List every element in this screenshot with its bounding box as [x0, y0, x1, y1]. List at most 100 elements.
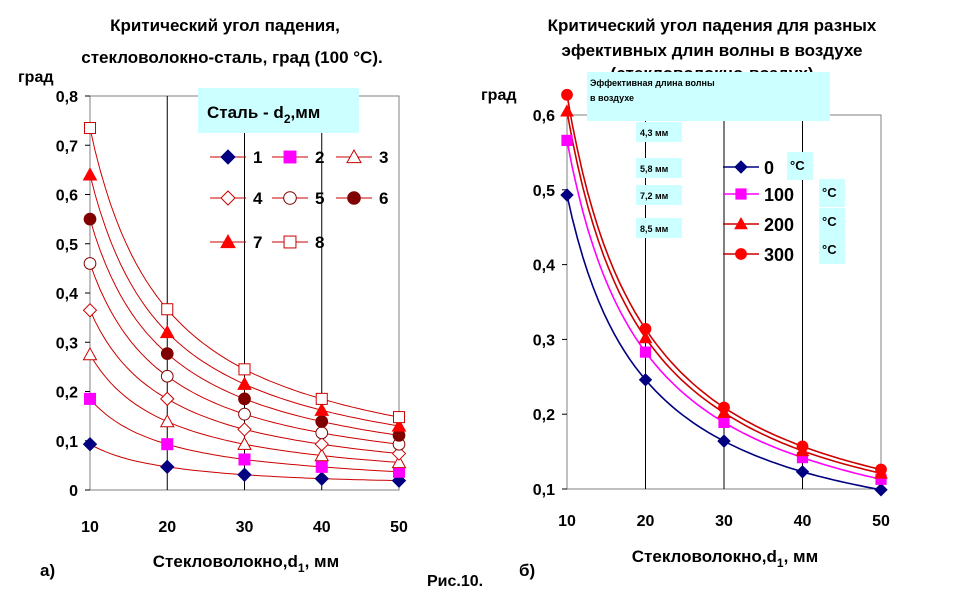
data-point-series-4	[391, 446, 407, 461]
chart-a-y-ticks: 0 0,1 0,2 0,3 0,4 0,5 0,6 0,7 0,8	[56, 89, 90, 500]
legend-label-5: 5	[315, 189, 324, 208]
data-point-series-100	[639, 346, 652, 358]
chart-b-ylabel: град	[481, 87, 517, 104]
data-point-series-7	[159, 324, 175, 339]
chart-b-annotation-box	[587, 72, 830, 121]
legend-marker-6	[347, 191, 361, 205]
x-tick-label: 30	[715, 513, 733, 530]
chart-a-title-line2: стекловолокно-сталь, град (100 °С).	[81, 48, 382, 67]
chart-a-markers	[82, 121, 407, 488]
legend-marker-200	[734, 216, 748, 230]
legend-label-200: 200	[764, 215, 794, 235]
legend-marker-0	[734, 160, 748, 174]
wavelength-label-box	[636, 158, 682, 178]
data-point-series-100	[718, 416, 730, 429]
y-tick-label: 0,1	[56, 434, 78, 451]
data-point-series-2	[83, 392, 97, 405]
y-tick-label: 0,8	[56, 89, 78, 106]
y-tick-label: 0,2	[533, 407, 555, 424]
legend-marker-4	[220, 190, 236, 206]
data-point-series-1	[160, 459, 175, 475]
data-point-series-0	[638, 373, 653, 387]
chart-b-annotation-title-2: в воздухе	[590, 93, 634, 103]
legend-label-8: 8	[315, 233, 324, 252]
legend-label-1: 1	[253, 148, 262, 167]
wavelength-label: 5,8 мм	[640, 164, 669, 174]
temperature-unit-box	[819, 179, 845, 207]
data-point-series-6	[315, 415, 329, 428]
temperature-unit-box	[819, 208, 845, 236]
legend-label-300: 300	[764, 245, 794, 265]
temperature-unit-box	[787, 152, 813, 180]
data-point-series-8	[238, 363, 251, 376]
chart-b-title-line2: эфективных длин волны в воздухе	[562, 41, 863, 60]
data-point-series-7	[82, 167, 98, 181]
temperature-unit-label: °С	[790, 158, 805, 173]
data-point-series-3	[82, 347, 98, 361]
legend-label-3: 3	[379, 148, 388, 167]
data-point-series-1	[237, 467, 252, 482]
legend-label-0: 0	[764, 158, 774, 178]
y-tick-label: 0,3	[533, 332, 555, 349]
data-point-series-300	[639, 323, 652, 335]
data-point-series-0	[560, 188, 574, 202]
data-point-series-3	[314, 447, 330, 462]
data-point-series-5	[83, 257, 97, 270]
legend-label-2: 2	[315, 148, 324, 167]
data-point-series-300	[718, 401, 730, 414]
legend-marker-3	[346, 148, 362, 164]
chart-b-wavelength-labels: 4,3 мм 5,8 мм 7,2 мм 8,5 мм	[636, 122, 682, 238]
data-point-series-0	[717, 434, 731, 448]
chart-a-legend-title: Сталь - d2,мм	[207, 103, 320, 126]
y-tick-label: 0,6	[56, 188, 78, 205]
wavelength-label: 8,5 мм	[640, 224, 669, 234]
wavelength-label: 4,3 мм	[640, 128, 669, 138]
wavelength-label-box	[636, 218, 682, 238]
data-point-series-200	[638, 330, 653, 344]
figure-label: Рис.10.	[427, 573, 483, 590]
data-point-series-4	[237, 422, 252, 437]
data-point-series-1	[82, 436, 98, 452]
x-tick-label: 20	[637, 513, 655, 530]
y-tick-label: 0,7	[56, 138, 78, 155]
chart-b-title-line1: Критический угол падения для разных	[548, 16, 877, 35]
data-point-series-7	[314, 402, 330, 416]
x-tick-label: 40	[313, 519, 331, 536]
chart-b-annotation-title-1: Эффективная длина волны	[590, 78, 715, 88]
temperature-unit-label: °С	[822, 242, 837, 257]
y-tick-label: 0,3	[56, 335, 78, 352]
legend-marker-2	[283, 150, 297, 164]
legend-marker-5	[283, 191, 297, 205]
data-point-series-0	[795, 465, 810, 479]
data-point-series-6	[238, 392, 251, 406]
data-point-series-100	[561, 134, 573, 147]
legend-label-7: 7	[253, 233, 262, 252]
legend-marker-100	[735, 188, 747, 200]
data-point-series-200	[560, 104, 574, 117]
data-point-series-8	[315, 392, 328, 405]
chart-a: Критический угол падения, стекловолокно-…	[18, 16, 408, 580]
temperature-unit-label: °С	[822, 185, 837, 200]
legend-marker-1	[220, 149, 236, 165]
data-point-series-300	[796, 440, 809, 453]
legend-label-100: 100	[764, 185, 794, 205]
chart-b-x-ticks: 10 20 30 40 50	[558, 513, 890, 530]
data-point-series-7	[237, 376, 252, 390]
x-tick-label: 50	[390, 519, 408, 536]
chart-b: Критический угол падения для разных эфек…	[481, 16, 890, 580]
wavelength-label-box	[636, 122, 682, 142]
legend-marker-7	[220, 233, 236, 249]
data-point-series-4	[82, 303, 98, 318]
chart-b-xlabel: Стекловолокно,d1, мм	[632, 547, 818, 570]
data-point-series-300	[875, 463, 887, 476]
data-point-series-1	[314, 471, 329, 486]
data-point-series-300	[561, 88, 573, 101]
x-tick-label: 30	[236, 519, 254, 536]
data-point-series-3	[159, 414, 175, 428]
data-point-series-8	[161, 303, 174, 316]
data-point-series-4	[314, 436, 329, 452]
legend-label-6: 6	[379, 189, 388, 208]
chart-a-xlabel: Стекловолокно,d1, мм	[153, 552, 339, 575]
y-tick-label: 0,4	[56, 286, 78, 303]
